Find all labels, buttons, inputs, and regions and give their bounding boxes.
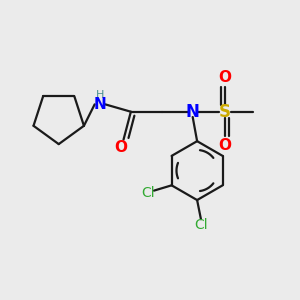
Text: N: N bbox=[186, 103, 200, 121]
Text: Cl: Cl bbox=[141, 186, 155, 200]
Text: O: O bbox=[219, 70, 232, 86]
Text: H: H bbox=[96, 90, 104, 100]
Text: N: N bbox=[94, 97, 106, 112]
Text: O: O bbox=[115, 140, 128, 155]
Text: S: S bbox=[219, 103, 231, 121]
Text: Cl: Cl bbox=[195, 218, 208, 232]
Text: O: O bbox=[219, 138, 232, 153]
